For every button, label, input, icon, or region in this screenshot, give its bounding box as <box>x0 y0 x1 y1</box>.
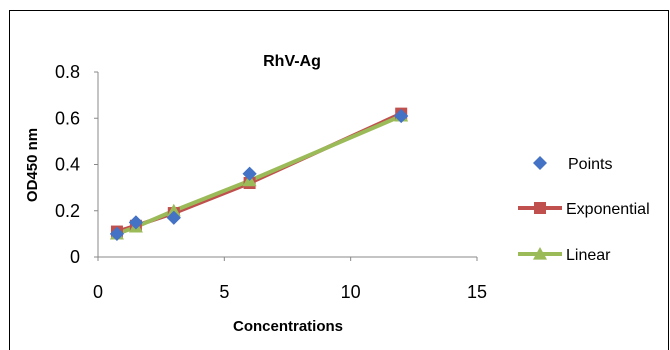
point-points-top <box>166 210 181 225</box>
point-points-top <box>394 108 409 123</box>
point-linear <box>166 203 181 217</box>
legend-label-exponential: Exponential <box>566 201 650 218</box>
legend-label-linear: Linear <box>566 247 611 264</box>
x-tick-label: 5 <box>219 282 229 302</box>
legend-marker-linear <box>533 247 547 260</box>
legend: Points Exponential Linear <box>518 156 650 264</box>
x-tick-label: 10 <box>341 282 361 302</box>
chart-frame <box>9 10 669 350</box>
series-line-exponential <box>116 111 403 234</box>
x-tick-label: 0 <box>93 282 103 302</box>
y-tick-label: 0 <box>70 247 80 267</box>
legend-marker-exponential <box>534 202 546 214</box>
y-tick-label: 0.6 <box>55 108 80 128</box>
y-axis-label: OD450 nm <box>24 128 41 202</box>
legend-marker-points <box>533 156 547 170</box>
chart-title: RhV-Ag <box>263 53 321 70</box>
series-layer <box>109 107 409 241</box>
point-points-top <box>242 166 257 181</box>
x-axis-label: Concentrations <box>233 318 343 335</box>
point-points-top <box>128 215 143 230</box>
y-tick-label: 0.8 <box>55 62 80 82</box>
point-points-top <box>109 226 124 241</box>
y-tick-label: 0.4 <box>55 155 80 175</box>
series-line-linear <box>116 114 402 236</box>
legend-label-points: Points <box>568 156 612 173</box>
axes: 0 0.2 0.4 0.6 0.8 0 5 10 15 <box>55 62 487 302</box>
x-tick-label: 15 <box>467 282 487 302</box>
y-tick-label: 0.2 <box>55 201 80 221</box>
